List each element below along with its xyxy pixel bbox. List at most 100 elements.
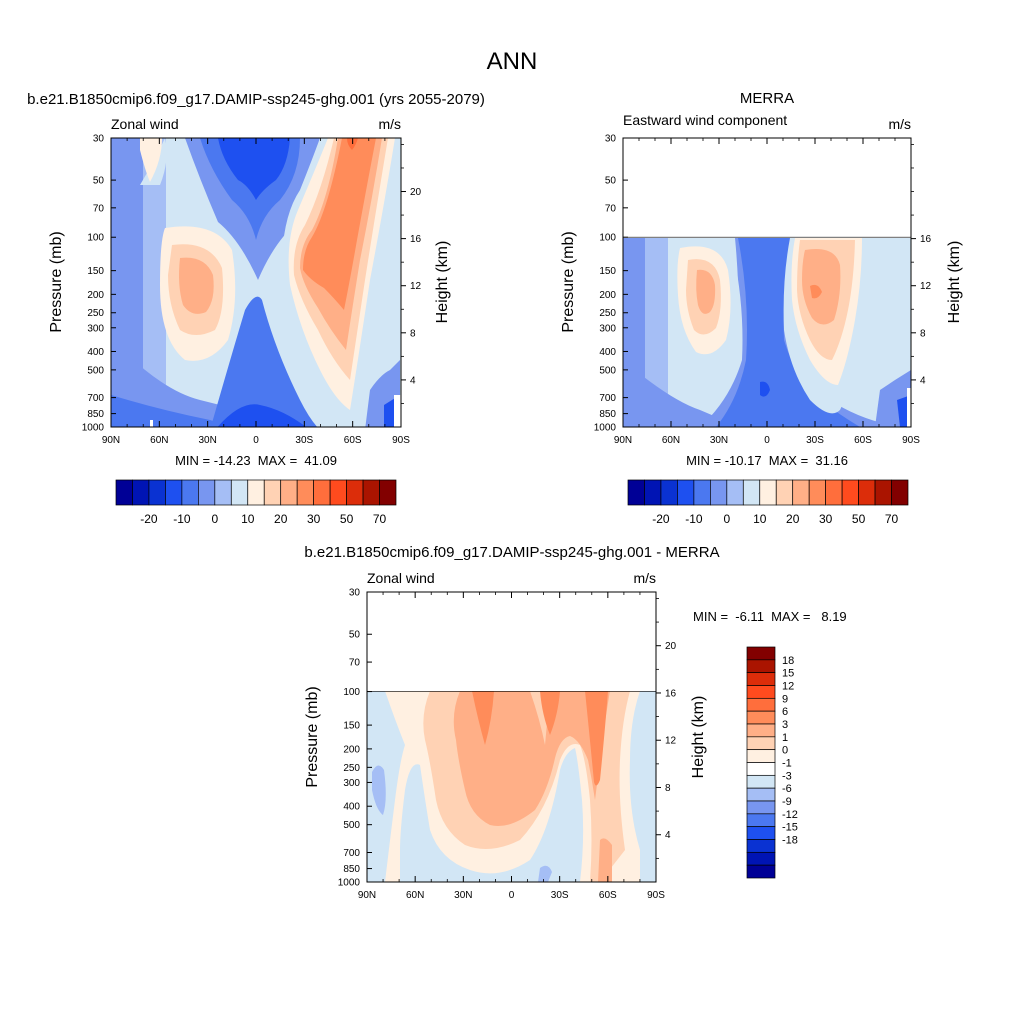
colorbar-swatch [742, 479, 761, 506]
pressure-tick-label: 150 [87, 266, 104, 277]
pressure-tick-label: 50 [605, 176, 617, 187]
height-tick-label: 8 [665, 783, 671, 794]
panel-model-ylabel-right: Height (km) [434, 241, 451, 324]
colorbar-label: -20 [652, 512, 670, 526]
latitude-tick-label: 30S [806, 435, 824, 446]
latitude-tick-label: 30S [551, 890, 569, 901]
pressure-tick-label: 1000 [594, 423, 617, 434]
latitude-tick-label: 60S [344, 435, 362, 446]
pressure-tick-label: 70 [93, 203, 105, 214]
colorbar-merra: -20 -10 0 10 20 30 50 70 [627, 479, 909, 526]
pressure-tick-label: 1000 [82, 423, 105, 434]
latitude-tick-label: 30N [454, 890, 472, 901]
colorbar-swatch [677, 479, 695, 506]
latitude-tick-label: 30N [198, 435, 216, 446]
latitude-tick-label: 60N [150, 435, 168, 446]
latitude-tick-label: 60S [599, 890, 617, 901]
colorbar-swatch [198, 479, 216, 506]
height-tick-label: 12 [920, 281, 932, 292]
colorbar-swatch [746, 774, 776, 789]
pressure-tick-label: 1000 [338, 878, 361, 889]
pressure-tick-label: 500 [599, 365, 616, 376]
colorbar-label: 0 [782, 745, 788, 757]
colorbar-swatch [746, 646, 776, 661]
panel-model-title: b.e21.B1850cmip6.f09_g17.DAMIP-ssp245-gh… [27, 91, 485, 108]
pressure-tick-label: 250 [343, 763, 360, 774]
panel-diff: b.e21.B1850cmip6.f09_g17.DAMIP-ssp245-gh… [304, 544, 847, 901]
panel-merra-axes: 30 50 70 100 150 200 250 300 400 500 700 850 1000 4 8 1… [594, 134, 932, 447]
pressure-tick-label: 100 [599, 233, 616, 244]
colorbar-swatch [132, 479, 150, 506]
field-fill [140, 138, 162, 182]
colorbar-swatch [746, 685, 776, 699]
height-tick-label: 12 [665, 736, 677, 747]
pressure-tick-label: 100 [343, 687, 360, 698]
latitude-tick-label: 90N [102, 435, 120, 446]
colorbar-swatch [313, 479, 331, 506]
latitude-tick-label: 0 [509, 890, 515, 901]
latitude-tick-label: 60N [662, 435, 680, 446]
colorbar-label: -3 [782, 770, 792, 782]
panel-merra-left-label: Eastward wind component [623, 112, 787, 128]
panel-model-left-label: Zonal wind [111, 116, 179, 132]
field-fill [538, 865, 552, 882]
pressure-tick-label: 850 [87, 409, 104, 420]
colorbar-swatch [759, 479, 777, 506]
pressure-tick-label: 200 [599, 290, 616, 301]
colorbar-label: 50 [852, 512, 866, 526]
colorbar-swatch [165, 479, 183, 506]
height-tick-label: 16 [920, 234, 932, 245]
panel-model-stats: MIN = -14.23 MAX = 41.09 [175, 453, 337, 468]
pressure-tick-label: 850 [343, 864, 360, 875]
colorbar-label: 9 [782, 693, 788, 705]
field-fill [598, 838, 612, 882]
pressure-tick-label: 700 [599, 393, 616, 404]
field-fill [372, 765, 386, 815]
colorbar-swatch [247, 479, 265, 506]
height-tick-label: 20 [410, 187, 422, 198]
field-fill [179, 257, 214, 314]
pressure-tick-label: 100 [87, 233, 104, 244]
height-tick-label: 16 [665, 688, 677, 699]
panel-model: b.e21.B1850cmip6.f09_g17.DAMIP-ssp245-gh… [27, 91, 485, 468]
colorbar-label: 3 [782, 719, 788, 731]
main-title: ANN [487, 48, 538, 75]
field-fill [453, 691, 610, 826]
field-fill [150, 420, 153, 427]
field-fill [623, 360, 740, 427]
pressure-tick-label: 70 [349, 658, 361, 669]
latitude-tick-label: 90N [358, 890, 376, 901]
colorbar-swatch [710, 479, 728, 506]
colorbar-swatch [115, 479, 133, 506]
colorbar-swatch [891, 479, 909, 506]
colorbar-swatch [775, 479, 794, 506]
colorbar-swatch [362, 479, 380, 506]
latitude-tick-label: 90S [647, 890, 665, 901]
colorbar-swatch [746, 800, 776, 815]
panel-merra-ylabel: Pressure (mb) [560, 231, 577, 332]
panel-diff-ylabel-right: Height (km) [690, 696, 707, 779]
colorbar-swatch [746, 749, 776, 763]
pressure-tick-label: 50 [93, 176, 105, 187]
pressure-tick-label: 250 [87, 308, 104, 319]
colorbar-swatch [329, 479, 347, 506]
colorbar-swatch [746, 839, 776, 853]
colorbar-label: 70 [373, 512, 387, 526]
field-fill [210, 296, 318, 427]
pressure-tick-label: 30 [349, 588, 361, 599]
colorbar-label: 50 [340, 512, 354, 526]
colorbar-swatch [346, 479, 364, 506]
colorbar-label: 0 [211, 512, 218, 526]
panel-model-axes: 3050701001502002503004005007008501000481… [82, 134, 422, 447]
panel-diff-title: b.e21.B1850cmip6.f09_g17.DAMIP-ssp245-gh… [304, 544, 719, 561]
panel-diff-axes: 3050701001502002503004005007008501000481… [338, 588, 677, 902]
field-fill [218, 138, 290, 200]
pressure-tick-label: 700 [87, 393, 104, 404]
height-tick-label: 4 [665, 830, 671, 841]
colorbar-swatch [644, 479, 662, 506]
colorbar-label: 20 [786, 512, 800, 526]
colorbar-swatch [660, 479, 678, 506]
